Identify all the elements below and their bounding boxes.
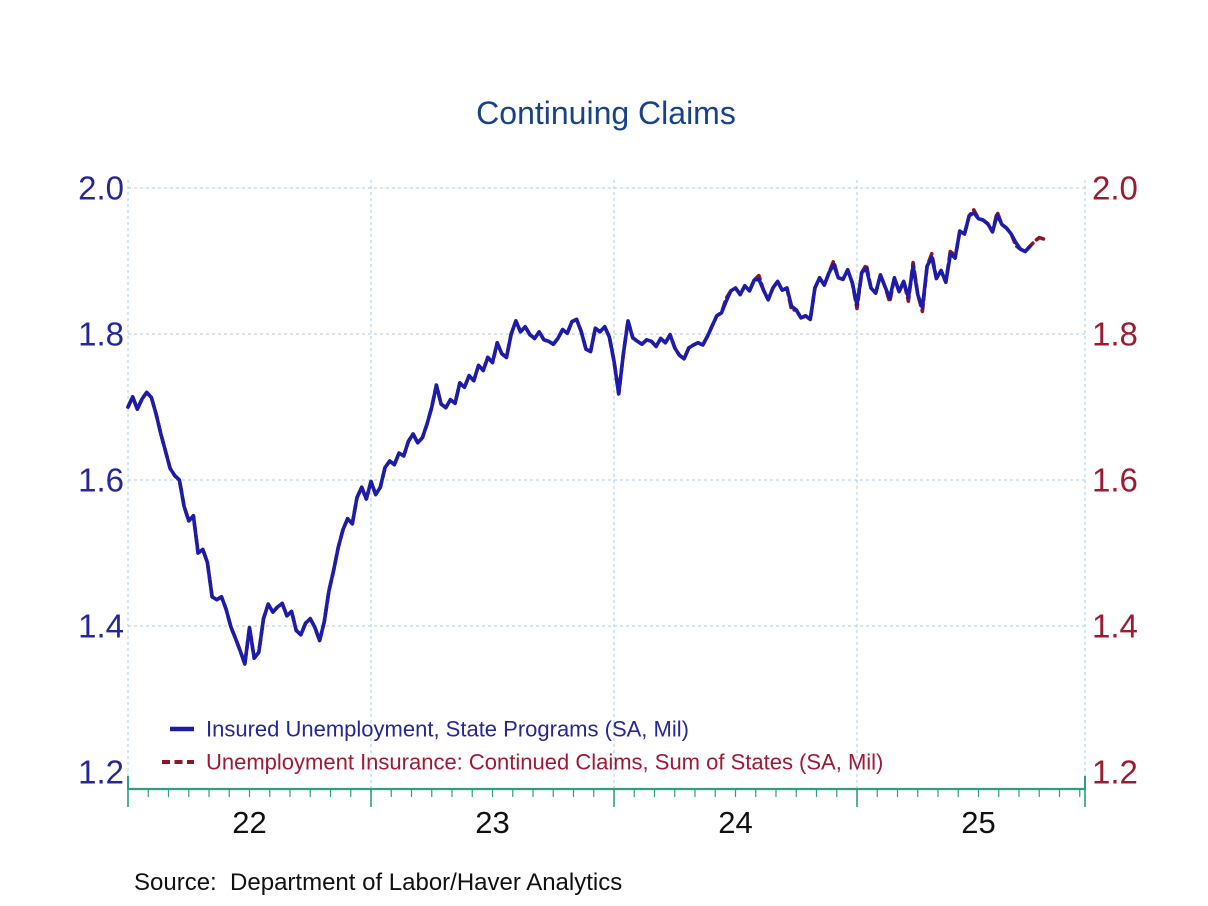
y-axis-labels-left: 2.0 1.8 1.6 1.4 1.2 [78,170,124,791]
source-note: Source: Department of Labor/Haver Analyt… [134,869,622,896]
y-axis-label-right: 1.4 [1092,608,1138,645]
y-axis-labels-right: 2.0 1.8 1.6 1.4 1.2 [1092,170,1138,791]
x-axis-label: 23 [475,805,509,840]
y-axis-label-right: 1.8 [1092,316,1138,353]
y-axis-label-left: 1.4 [78,608,124,645]
chart-title: Continuing Claims [476,95,736,131]
series-insured-unemployment-line [126,211,1032,666]
y-axis-label-right: 2.0 [1092,170,1138,207]
series-continued-claims-line [126,208,1046,666]
y-axis-label-right: 1.2 [1092,754,1138,791]
horizontal-gridlines [128,187,1085,627]
legend-label-insured-unemployment: Insured Unemployment, State Programs (SA… [206,717,689,742]
data-series [126,208,1046,666]
y-axis-label-right: 1.6 [1092,462,1138,499]
x-axis-label: 25 [961,805,995,840]
y-axis-label-left: 1.8 [78,316,124,353]
x-axis-label: 22 [232,805,266,840]
y-axis-label-left: 1.2 [78,754,124,791]
legend-label-continued-claims: Unemployment Insurance: Continued Claims… [206,750,883,775]
y-axis-label-left: 1.6 [78,462,124,499]
y-axis-label-left: 2.0 [78,170,124,207]
x-axis-label: 24 [718,805,752,840]
x-axis-labels: 22 23 24 25 [232,805,995,840]
legend: Insured Unemployment, State Programs (SA… [162,717,883,775]
x-axis [127,776,1086,807]
